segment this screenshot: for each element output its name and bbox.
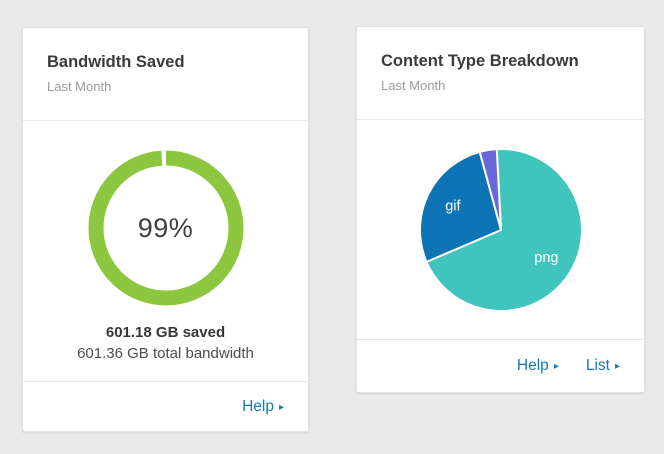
card-subtitle: Last Month	[47, 79, 112, 94]
total-bandwidth-text: 601.36 GB total bandwidth	[77, 345, 254, 362]
pie-slice-label: gif	[445, 199, 461, 215]
card-header: Content Type Breakdown Last Month	[357, 27, 644, 120]
pie-slice-label: png	[534, 250, 558, 266]
pie-slice-unlabeled	[478, 148, 502, 231]
donut-percent-label: 99%	[137, 212, 194, 243]
donut-ring	[88, 150, 243, 306]
pie-chart-svg: png gif	[418, 148, 583, 312]
list-link-label: List	[585, 357, 610, 374]
help-link-label: Help	[516, 357, 549, 374]
content-type-pie-chart: png gif	[418, 147, 584, 313]
donut-chart-svg	[88, 150, 243, 306]
card-header: Bandwidth Saved Last Month	[23, 28, 308, 121]
card-subtitle: Last Month	[381, 78, 446, 93]
card-body: png gif	[357, 120, 644, 339]
arrow-right-icon: ▸	[278, 401, 284, 413]
card-title: Bandwidth Saved	[47, 53, 185, 71]
saved-amount-text: 601.18 GB saved	[105, 324, 226, 341]
help-link[interactable]: Help ▸	[242, 398, 284, 416]
content-type-breakdown-card: Content Type Breakdown Last Month png gif…	[356, 26, 645, 393]
bandwidth-stats: 601.18 GB saved 601.36 GB total bandwidt…	[77, 322, 254, 364]
help-link-label: Help	[242, 397, 274, 415]
card-title: Content Type Breakdown	[381, 52, 579, 70]
bandwidth-donut-chart: 99%	[88, 150, 244, 306]
card-body: 99% 601.18 GB saved 601.36 GB total band…	[23, 121, 308, 381]
list-link[interactable]: List ▸	[586, 357, 620, 375]
bandwidth-saved-card: Bandwidth Saved Last Month 99% 601.18 GB…	[22, 27, 309, 432]
arrow-right-icon: ▸	[553, 361, 559, 372]
pie-slice-gif	[418, 150, 502, 263]
pie-slice-png	[425, 148, 583, 312]
help-link[interactable]: Help ▸	[517, 357, 559, 375]
arrow-right-icon: ▸	[614, 361, 620, 372]
card-footer: Help ▸ List ▸	[357, 339, 644, 392]
card-footer: Help ▸	[23, 381, 308, 431]
